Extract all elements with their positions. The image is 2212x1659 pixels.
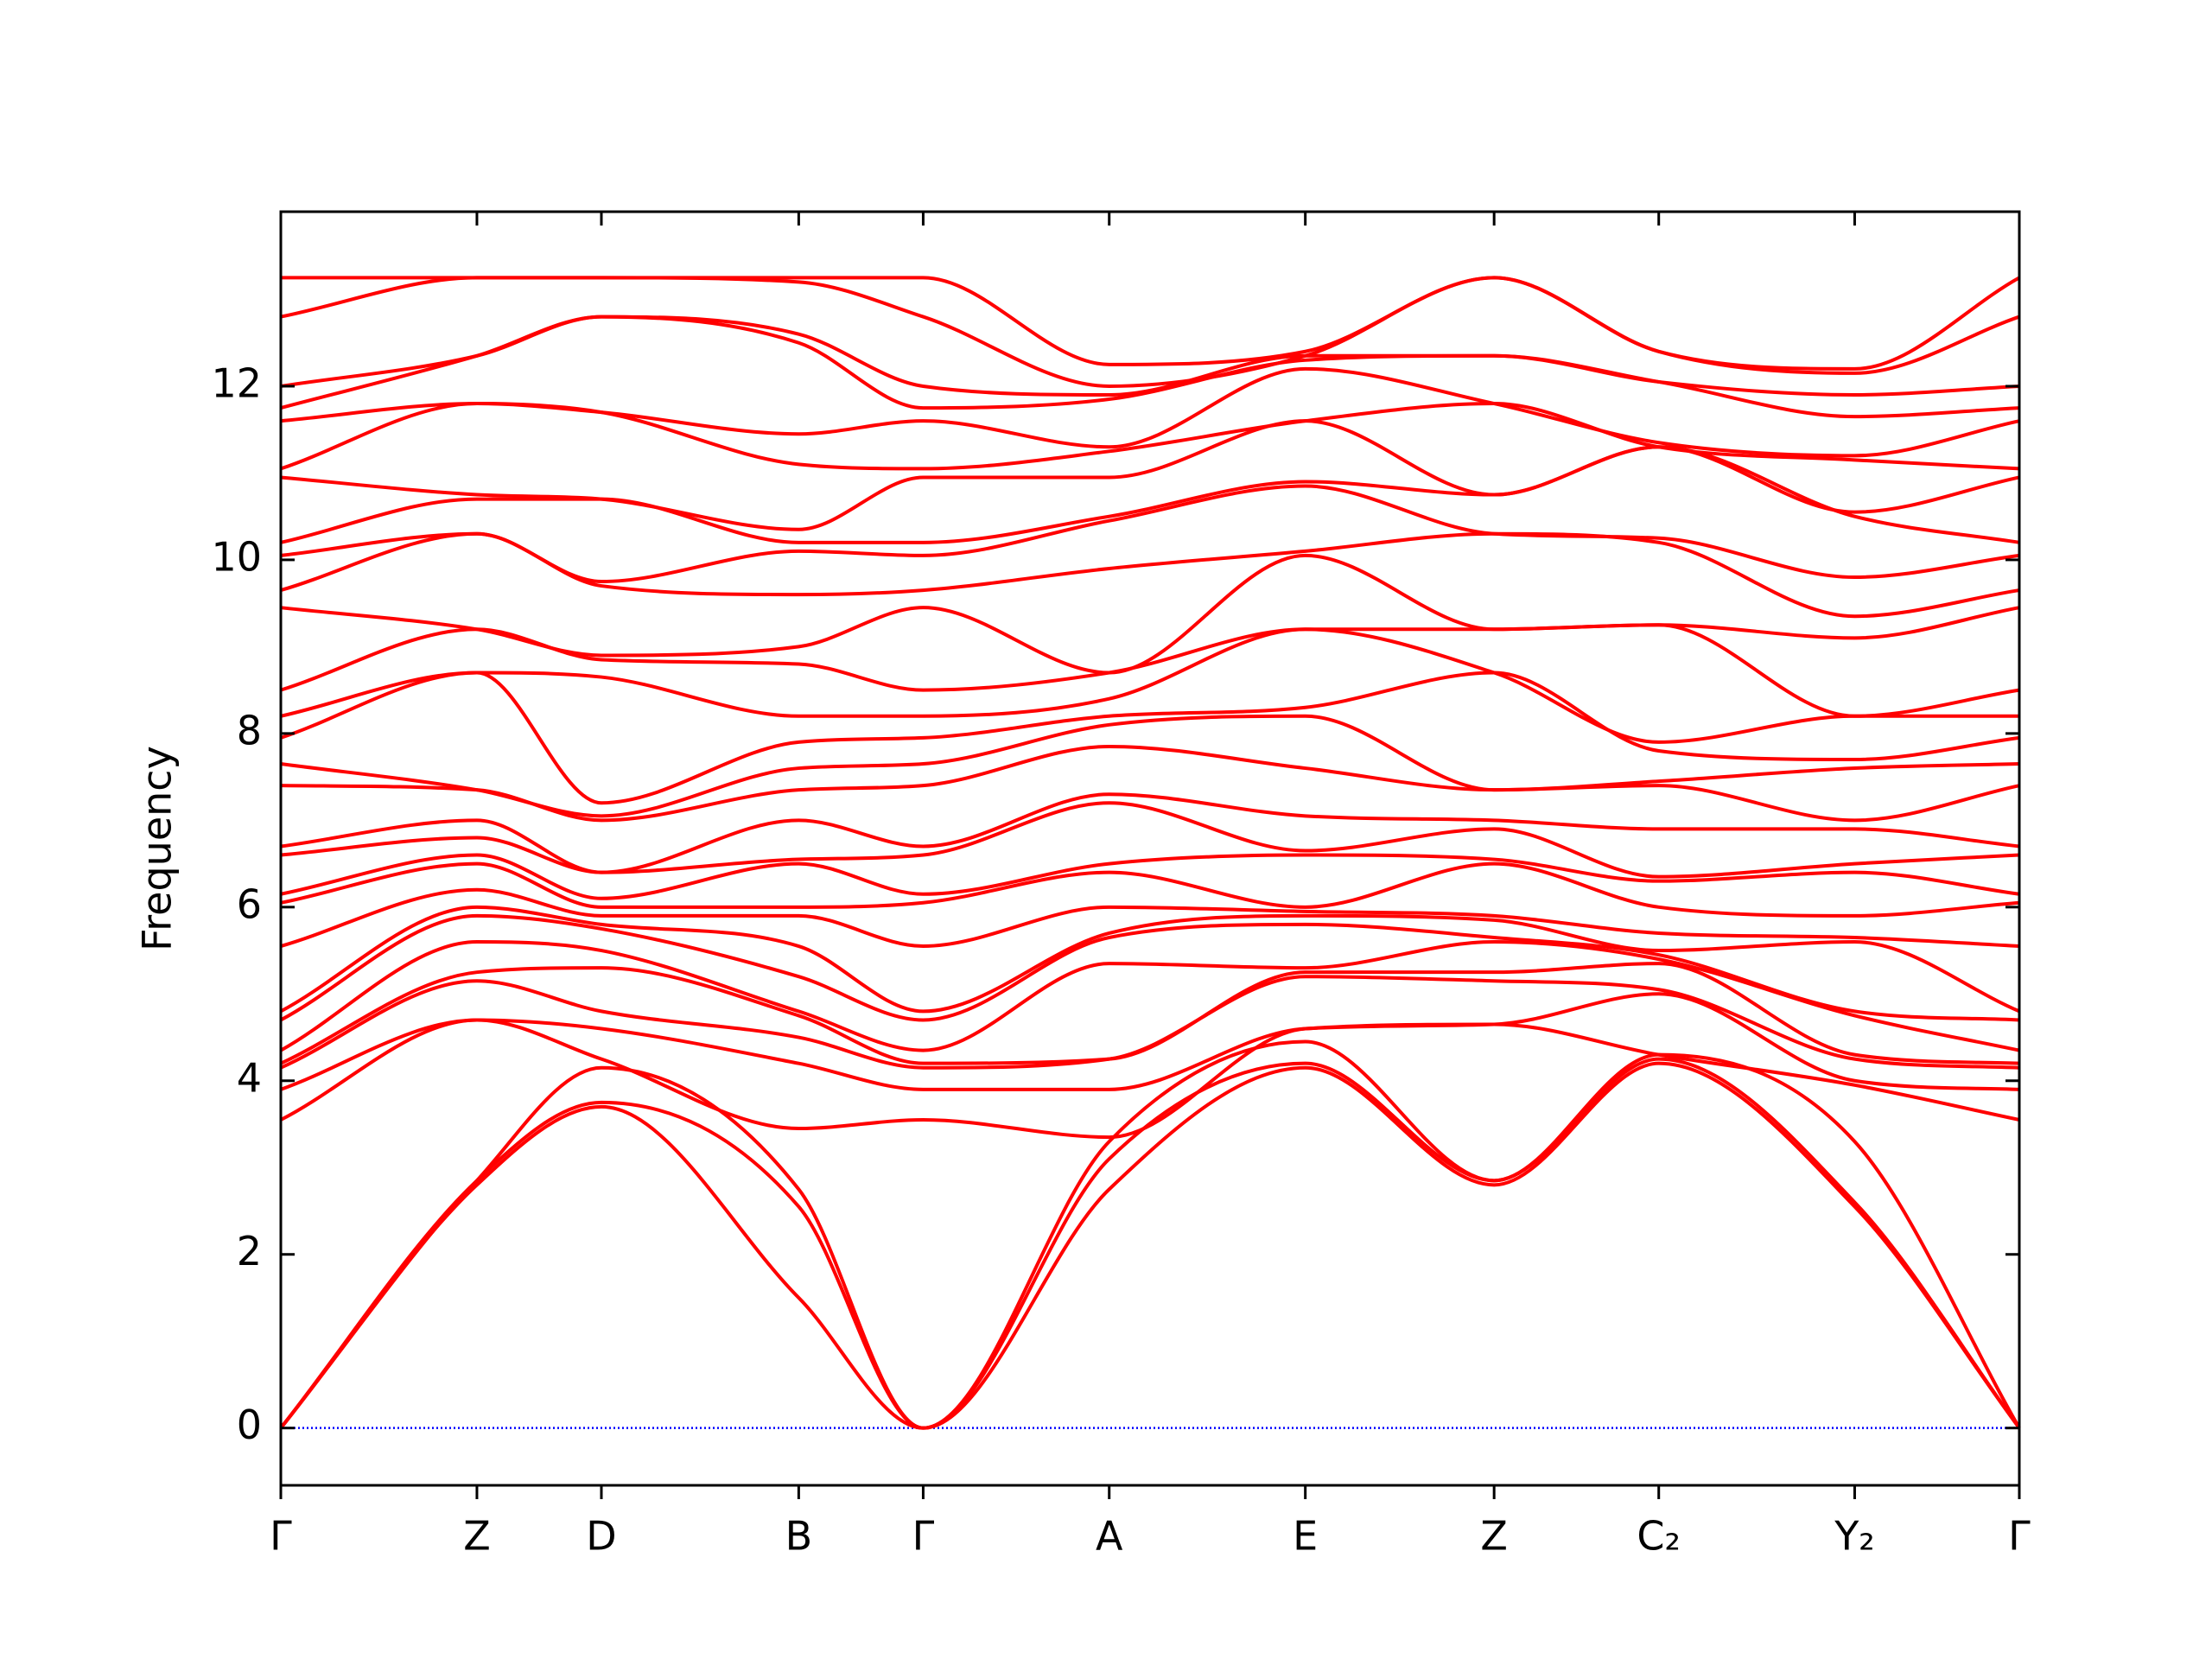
band-line	[280, 402, 2020, 471]
y-tick-label: 0	[237, 1402, 262, 1448]
band-line	[280, 671, 2020, 805]
band-line	[281, 276, 2020, 371]
band-line	[279, 1061, 2021, 1430]
band-line	[280, 445, 2020, 544]
band-line	[280, 887, 2020, 949]
band-line	[280, 853, 2020, 900]
band-line	[280, 1018, 2020, 1140]
band-line	[280, 744, 2020, 823]
band-line	[280, 315, 2020, 397]
x-tick-label: Γ	[270, 1513, 292, 1560]
band-line	[280, 905, 2020, 1014]
band-line	[280, 940, 2020, 1052]
band-line	[280, 992, 2020, 1091]
band-line	[279, 1039, 2021, 1430]
x-tick-label: B	[785, 1513, 813, 1560]
x-tick-label: D	[586, 1513, 616, 1560]
x-tick-label: Γ	[2008, 1513, 2031, 1560]
y-tick-label: 8	[237, 707, 262, 753]
x-tick-label: C₂	[1637, 1513, 1681, 1560]
x-tick-label: Z	[463, 1513, 491, 1560]
y-tick-label: 6	[237, 880, 262, 927]
band-line	[280, 714, 2020, 818]
band-line	[280, 553, 2020, 675]
band-line	[280, 627, 2019, 744]
band-line	[280, 801, 2020, 879]
band-line	[280, 484, 2020, 584]
x-tick-label: Γ	[912, 1513, 935, 1560]
band-line	[280, 913, 2020, 1022]
y-axis-label: Frequency	[134, 746, 181, 951]
y-tick-label: 12	[211, 359, 262, 406]
y-tick-label: 10	[211, 533, 262, 580]
band-line	[280, 419, 2020, 531]
y-tick-label: 4	[237, 1054, 262, 1101]
band-line	[280, 366, 2020, 458]
band-line	[279, 1057, 2021, 1430]
band-line	[280, 531, 2020, 619]
x-tick-label: A	[1096, 1513, 1123, 1560]
x-tick-label: E	[1293, 1513, 1318, 1560]
plot-frame	[279, 210, 2021, 1487]
x-tick-label: Z	[1480, 1513, 1508, 1560]
x-tick-label: Y₂	[1834, 1513, 1875, 1560]
y-tick-label: 2	[237, 1228, 262, 1274]
band-line	[280, 861, 2020, 918]
band-line	[280, 623, 2020, 718]
band-line	[280, 962, 2020, 1065]
band-line	[280, 792, 2020, 874]
